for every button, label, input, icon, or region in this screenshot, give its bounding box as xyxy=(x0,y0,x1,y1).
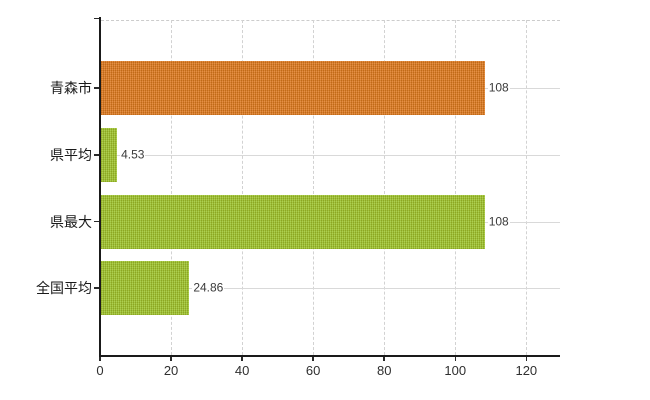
x-axis-tick xyxy=(170,355,172,361)
x-tick-label: 80 xyxy=(376,363,392,378)
x-axis-tick xyxy=(383,355,385,361)
plot-top-border xyxy=(101,20,560,21)
gridline-vertical xyxy=(384,20,386,355)
category-label: 全国平均 xyxy=(36,280,92,296)
bar xyxy=(101,61,485,115)
gridline-horizontal xyxy=(101,155,560,156)
y-axis-tick xyxy=(94,154,100,156)
bar xyxy=(101,261,190,315)
x-tick-label: 0 xyxy=(96,363,104,378)
x-tick-label: 20 xyxy=(163,363,179,378)
value-label: 108 xyxy=(487,80,510,96)
x-axis-tick xyxy=(312,355,314,361)
bar xyxy=(101,128,118,182)
value-label: 108 xyxy=(487,214,510,229)
x-tick-label: 100 xyxy=(444,363,467,378)
value-label: 24.86 xyxy=(192,280,225,296)
y-axis-tick xyxy=(94,287,100,289)
x-axis-tick xyxy=(99,355,101,361)
category-label: 青森市 xyxy=(50,80,92,96)
y-axis-top-tick xyxy=(94,17,100,19)
x-tick-label: 40 xyxy=(234,363,250,378)
x-tick-label: 60 xyxy=(305,363,321,378)
x-tick-label: 120 xyxy=(515,363,538,378)
x-axis-tick xyxy=(241,355,243,361)
x-axis-tick xyxy=(525,355,528,361)
y-axis-line xyxy=(99,17,101,357)
category-label: 県最大 xyxy=(50,213,92,230)
gridline-vertical xyxy=(313,20,315,355)
gridline-horizontal xyxy=(101,288,560,289)
bar xyxy=(101,194,485,249)
y-axis-tick xyxy=(94,87,100,89)
gridline-vertical xyxy=(171,20,173,355)
x-axis-line xyxy=(98,355,560,357)
y-axis-tick xyxy=(94,220,100,223)
gridline-vertical xyxy=(242,20,244,355)
x-axis-tick xyxy=(454,355,457,361)
gridline-vertical xyxy=(455,20,457,355)
value-label: 4.53 xyxy=(120,147,146,163)
category-label: 県平均 xyxy=(50,147,92,163)
gridline-vertical xyxy=(526,20,528,355)
